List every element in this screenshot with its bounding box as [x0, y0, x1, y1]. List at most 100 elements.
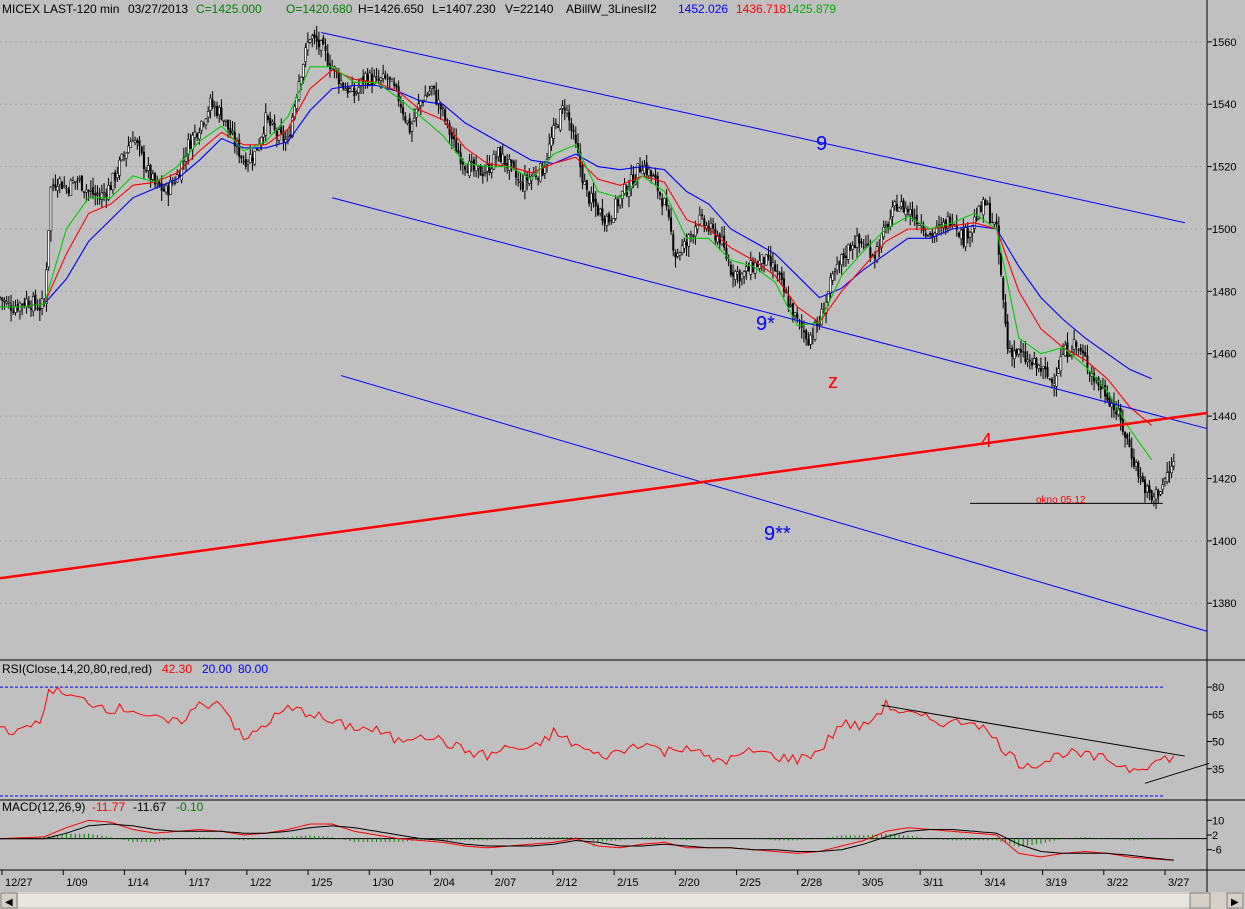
candle — [698, 206, 702, 227]
macd-value: -11.77 — [92, 800, 125, 814]
candle-body-down — [457, 150, 460, 153]
candle-body-down — [995, 221, 998, 225]
candle-body-up — [1163, 478, 1167, 483]
candle-body-up — [127, 145, 130, 153]
candle-body-down — [313, 33, 316, 38]
candle-body-down — [725, 247, 728, 259]
candle-body-down — [377, 78, 380, 81]
scroll-thumb[interactable] — [1189, 892, 1211, 909]
rsi-tick-label: 50 — [1212, 737, 1224, 749]
candle — [907, 205, 910, 217]
candle-body-down — [495, 157, 498, 159]
candle — [864, 235, 867, 249]
candle — [831, 271, 835, 286]
candle — [1050, 377, 1053, 389]
candle — [371, 67, 374, 94]
candle-body-up — [193, 131, 197, 138]
candle-body-up — [248, 154, 252, 163]
candle-body-down — [608, 213, 611, 223]
candle — [982, 196, 985, 223]
candle — [1026, 350, 1029, 368]
candle-body-up — [470, 161, 474, 163]
macd-line-signal — [0, 823, 1174, 861]
candle-body-up — [1037, 364, 1040, 369]
candle — [962, 218, 965, 249]
candle — [423, 85, 427, 101]
candle-body-up — [71, 180, 75, 184]
candle — [893, 199, 897, 211]
candle — [169, 174, 172, 196]
candle-body-up — [73, 180, 77, 183]
annotation-z: z — [828, 371, 838, 393]
candle — [397, 80, 400, 107]
candle — [521, 173, 524, 193]
candle-body-up — [1145, 485, 1149, 493]
candle — [94, 184, 97, 206]
candle — [853, 235, 856, 249]
macd-label: MACD(12,26,9) — [2, 800, 85, 814]
candle — [610, 215, 613, 225]
candle-body-up — [191, 134, 194, 150]
scroll-right-button[interactable] — [1226, 892, 1244, 909]
candle-body-down — [402, 107, 405, 115]
candle — [1024, 341, 1027, 365]
candle — [897, 206, 901, 212]
candle-body-up — [1170, 466, 1173, 474]
candle-body-down — [109, 185, 112, 190]
candle — [406, 120, 409, 126]
date-tick-label: 3/11 — [923, 877, 944, 889]
candle — [1011, 344, 1014, 367]
candle-body-down — [273, 123, 276, 130]
candle-body-down — [1024, 351, 1027, 362]
candle-body-up — [497, 147, 500, 157]
candle — [111, 172, 115, 195]
candle-body-down — [453, 136, 456, 140]
candle — [322, 34, 325, 46]
candle-body-down — [769, 256, 772, 266]
candle-body-up — [483, 172, 487, 175]
candle-body-up — [643, 165, 646, 174]
candle-body-down — [988, 203, 991, 223]
rsi-lower: 20.00 — [202, 662, 232, 676]
annotation-okno: okno 05.12 — [1036, 495, 1086, 506]
candle — [807, 332, 810, 346]
candle-body-down — [594, 198, 597, 207]
candle — [1037, 363, 1040, 373]
candle — [568, 104, 571, 131]
candle — [581, 161, 584, 190]
candle — [470, 153, 474, 172]
candle-body-down — [317, 39, 320, 48]
candle — [167, 182, 170, 207]
candle — [464, 164, 467, 176]
price-grid — [0, 41, 1207, 604]
candle-body-down — [38, 307, 41, 311]
candle-body-up — [647, 168, 651, 177]
scroll-left-button[interactable] — [0, 892, 18, 909]
candle — [1145, 483, 1149, 498]
candle-body-down — [324, 45, 327, 52]
scrollbar-track[interactable] — [18, 894, 1208, 907]
candle-body-down — [1004, 302, 1007, 324]
candle-body-up — [308, 39, 312, 43]
candle-body-down — [732, 272, 735, 277]
candle — [813, 318, 817, 342]
candle-body-down — [984, 200, 987, 206]
candle-body-down — [36, 307, 39, 310]
candle-body-down — [1022, 351, 1025, 353]
candle-body-down — [570, 122, 573, 131]
candle — [149, 163, 152, 188]
candle-body-down — [0, 297, 1, 299]
candle-body-up — [355, 91, 358, 94]
candle-body-up — [85, 189, 88, 193]
candle — [658, 190, 661, 201]
candle-body-down — [94, 193, 97, 196]
candle-body-down — [10, 304, 13, 311]
candle-body-up — [231, 130, 234, 134]
indicator-line-blue — [0, 84, 1152, 380]
candle-body-up — [69, 179, 73, 196]
date-tick-label: 2/12 — [556, 877, 577, 889]
candle-body-up — [771, 262, 775, 269]
candle — [497, 147, 500, 162]
candle — [594, 190, 597, 217]
candle-body-up — [550, 137, 553, 147]
